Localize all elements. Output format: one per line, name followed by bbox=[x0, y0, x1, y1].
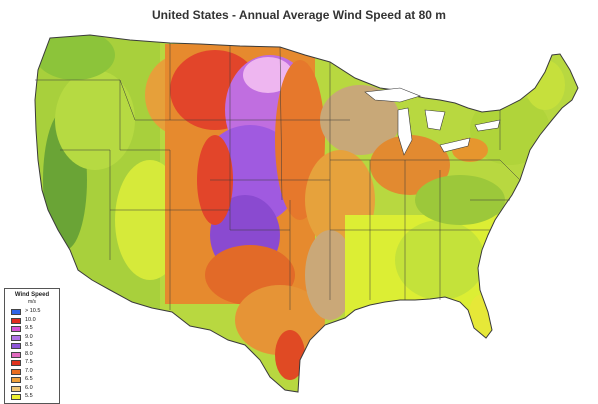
legend-entry: 8.5 bbox=[11, 342, 55, 350]
legend-entry: 7.5 bbox=[11, 359, 55, 367]
legend-swatch bbox=[11, 377, 21, 383]
legend-swatch bbox=[11, 326, 21, 332]
texas-coast-red bbox=[275, 330, 305, 380]
lake-ontario bbox=[474, 119, 501, 132]
legend-swatch bbox=[11, 334, 21, 341]
pacific-northwest-green bbox=[35, 35, 115, 80]
legend-label: 7.0 bbox=[25, 367, 33, 374]
legend-label: 9.0 bbox=[25, 333, 33, 340]
map-title: United States - Annual Average Wind Spee… bbox=[152, 8, 446, 22]
legend-label: > 10.5 bbox=[25, 308, 41, 314]
south-texas-orange bbox=[235, 285, 325, 355]
maine-yellow-green bbox=[525, 60, 565, 110]
lake-huron bbox=[424, 109, 446, 131]
legend-title: Wind Speed bbox=[14, 292, 50, 298]
legend-label: 8.5 bbox=[25, 342, 33, 348]
state-borders bbox=[35, 43, 521, 310]
legend-swatch bbox=[11, 351, 21, 358]
legend-swatch bbox=[11, 343, 21, 349]
upper-midwest-tan bbox=[320, 85, 400, 155]
legend-swatch bbox=[11, 317, 21, 324]
legend-swatch bbox=[11, 394, 21, 400]
legend-swatch bbox=[11, 385, 21, 392]
legend-label: 9.5 bbox=[25, 325, 33, 331]
wind-speed-legend: Wind Speed m/s > 10.5 10.0 9.5 9.0 8.5 8.0 7.5… bbox=[4, 288, 60, 404]
legend-entry: 10.0 bbox=[11, 316, 55, 325]
great-basin-region bbox=[55, 70, 135, 170]
legend-swatch bbox=[11, 360, 21, 366]
lake-erie bbox=[439, 137, 471, 153]
lake-michigan bbox=[397, 107, 413, 156]
legend-label: 6.5 bbox=[25, 376, 33, 382]
legend-label: 10.0 bbox=[25, 316, 36, 323]
us-outline bbox=[34, 34, 579, 393]
legend-entry: 5.5 bbox=[11, 393, 55, 401]
legend-swatch bbox=[11, 309, 21, 315]
legend-label: 5.5 bbox=[25, 393, 33, 399]
legend-entry: 7.0 bbox=[11, 367, 55, 376]
legend-label: 6.0 bbox=[25, 384, 33, 391]
northeast-green bbox=[470, 95, 550, 165]
appalachian-green bbox=[415, 175, 505, 225]
lake-superior bbox=[364, 87, 421, 103]
ohio-valley-orange bbox=[370, 135, 450, 195]
legend-entry: 9.5 bbox=[11, 325, 55, 333]
legend-entry: 6.0 bbox=[11, 384, 55, 393]
legend-entry: 9.0 bbox=[11, 333, 55, 342]
legend-label: 8.0 bbox=[25, 350, 33, 357]
legend-swatch bbox=[11, 368, 21, 375]
legend-label: 7.5 bbox=[25, 359, 33, 365]
legend-entry: 8.0 bbox=[11, 350, 55, 359]
legend-entry: 6.5 bbox=[11, 376, 55, 384]
legend-entry: > 10.5 bbox=[11, 308, 55, 316]
legend-units: m/s bbox=[27, 299, 37, 305]
